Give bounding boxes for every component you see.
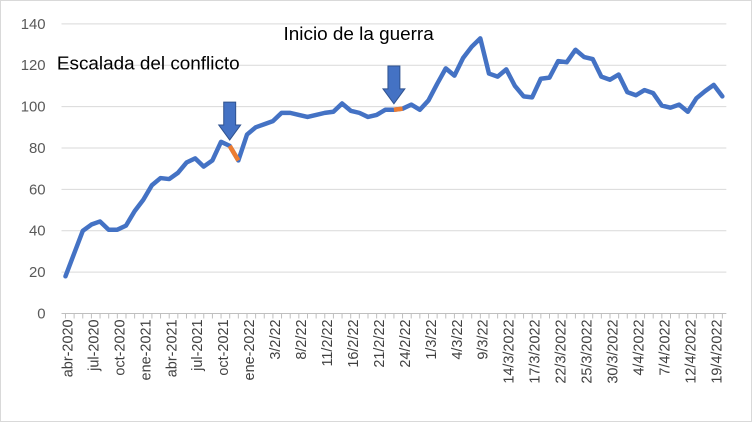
- x-tick-label: ene-2022: [242, 319, 258, 380]
- series-lines: [63, 36, 725, 279]
- x-tick-label: 8/2/22: [294, 319, 310, 359]
- y-axis-tick-labels: 0 20 40 60 80 100 120 140: [21, 16, 46, 323]
- y-tick-label: 140: [21, 16, 46, 33]
- x-tick-label: 3/2/22: [268, 319, 284, 359]
- y-tick-label: 120: [21, 57, 46, 74]
- x-tick-label: 16/2/22: [346, 319, 362, 367]
- x-axis: [61, 313, 727, 319]
- x-tick-label: 4/4/2022: [631, 319, 647, 375]
- x-tick-label: 14/3/2022: [502, 319, 518, 383]
- series-line: [63, 36, 725, 279]
- y-tick-label: 20: [29, 264, 46, 281]
- x-tick-label: 25/3/2022: [580, 319, 596, 383]
- x-tick-label: 24/2/22: [398, 319, 414, 367]
- y-tick-label: 60: [29, 181, 46, 198]
- annotation-arrow: [217, 101, 242, 141]
- x-tick-label: 12/4/2022: [683, 319, 699, 383]
- x-tick-label: 7/4/2022: [657, 319, 673, 375]
- highlight-segment: [227, 144, 241, 162]
- y-tick-label: 100: [21, 99, 46, 116]
- x-tick-label: 30/3/2022: [606, 319, 622, 383]
- x-tick-label: 1/3/22: [424, 319, 440, 359]
- x-tick-label: abr-2021: [164, 319, 180, 377]
- x-tick-label: 11/2/22: [320, 319, 336, 366]
- x-tick-label: 17/3/2022: [528, 319, 544, 383]
- annotations: Escalada del conflicto Inicio de la guerr…: [57, 24, 435, 141]
- x-tick-label: jul-2021: [190, 319, 206, 371]
- x-tick-label: 22/3/2022: [554, 319, 570, 383]
- x-tick-label: 9/3/22: [476, 319, 492, 359]
- annotation-label: Escalada del conflicto: [57, 54, 240, 75]
- y-gridlines: [61, 23, 727, 273]
- y-tick-label: 0: [37, 305, 45, 322]
- x-tick-label: 21/2/22: [372, 319, 388, 367]
- x-tick-label: oct-2020: [112, 319, 128, 375]
- x-axis-tick-labels: abr-2020 jul-2020 oct-2020 ene-2021 abr-2021…: [60, 319, 725, 383]
- x-tick-label: abr-2020: [60, 319, 76, 377]
- x-tick-label: oct-2021: [216, 319, 232, 375]
- y-tick-label: 80: [29, 140, 46, 157]
- annotation-label: Inicio de la guerra: [284, 24, 435, 45]
- highlight-segment: [393, 106, 403, 112]
- x-tick-label: ene-2021: [138, 319, 154, 380]
- annotation-arrow: [381, 65, 406, 105]
- x-tick-label: jul-2020: [86, 319, 102, 371]
- x-tick-label: 4/3/22: [450, 319, 466, 359]
- y-tick-label: 40: [29, 223, 46, 240]
- x-tick-label: 19/4/2022: [709, 319, 725, 383]
